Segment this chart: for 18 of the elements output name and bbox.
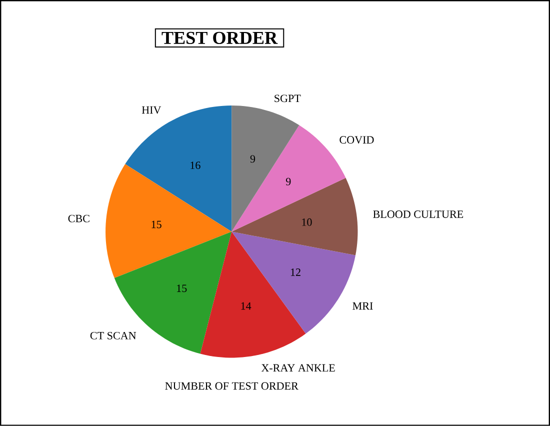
slice-label: MRI <box>352 302 373 310</box>
slice-label: CBC <box>68 214 90 222</box>
slice-label: HIV <box>142 106 162 114</box>
slice-label: SGPT <box>274 94 301 102</box>
slice-label: COVID <box>340 136 374 144</box>
data-label: 15 <box>152 220 162 228</box>
data-label: 15 <box>177 284 187 292</box>
data-label: 16 <box>190 162 200 170</box>
text: NUMBER OF TEST ORDER <box>165 382 298 390</box>
chart-title: TEST ORDER <box>162 32 278 44</box>
data-label: 9 <box>286 178 291 186</box>
slice-label: CT SCAN <box>90 332 136 340</box>
slice-label: X-RAY ANKLE <box>261 364 335 372</box>
data-label: 10 <box>302 218 312 226</box>
data-label: 14 <box>241 302 252 310</box>
data-label: 9 <box>250 155 256 163</box>
slice-label: BLOOD CULTURE <box>373 210 464 218</box>
data-label: 12 <box>290 268 300 276</box>
